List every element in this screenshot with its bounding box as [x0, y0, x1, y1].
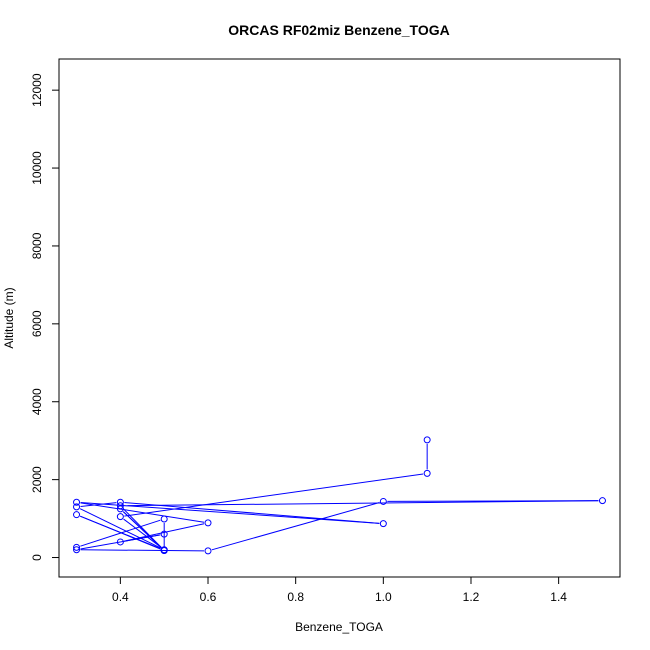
series-segment	[123, 518, 162, 548]
y-tick-label: 12000	[30, 73, 44, 107]
series-segment	[211, 502, 380, 551]
series-segment	[124, 502, 380, 524]
data-point	[73, 543, 81, 551]
series-segment	[80, 549, 205, 552]
y-axis-label: Altitude (m)	[2, 287, 16, 348]
x-axis-label: Benzene_TOGA	[295, 620, 383, 634]
series-segment	[80, 519, 161, 547]
x-tick-label: 1.0	[375, 590, 392, 604]
y-tick-label: 2000	[30, 466, 44, 493]
data-point	[116, 538, 124, 546]
data-point	[73, 511, 81, 519]
x-tick-label: 0.8	[287, 590, 304, 604]
series-segment	[122, 511, 162, 548]
data-point	[160, 515, 168, 523]
data-point	[116, 505, 124, 513]
series-segment	[80, 534, 161, 550]
data-point	[379, 497, 387, 505]
data-point	[73, 546, 81, 554]
data-point	[73, 498, 81, 506]
y-tick-label: 0	[30, 554, 44, 561]
data-point	[116, 498, 124, 506]
data-point	[423, 469, 431, 477]
series-segment	[80, 502, 117, 507]
data-point	[73, 503, 81, 511]
data-point	[160, 530, 168, 538]
series-segment	[80, 515, 161, 550]
data-point	[598, 497, 606, 505]
x-tick-label: 1.2	[463, 590, 480, 604]
y-tick-label: 4000	[30, 388, 44, 415]
series-segment	[79, 508, 161, 549]
x-tick-label: 0.4	[112, 590, 129, 604]
series-segment	[124, 500, 599, 507]
chart-title: ORCAS RF02miz Benzene_TOGA	[228, 22, 449, 38]
x-axis: 0.4 0.6 0.8 1.0 1.2 1.4	[112, 576, 567, 604]
data-point	[116, 502, 124, 510]
data-point	[204, 519, 212, 527]
x-tick-label: 1.4	[550, 590, 567, 604]
y-tick-label: 8000	[30, 232, 44, 259]
series-segment	[80, 502, 205, 523]
data-point	[423, 436, 431, 444]
data-point	[204, 547, 212, 555]
y-tick-label: 10000	[30, 151, 44, 185]
y-tick-label: 6000	[30, 310, 44, 337]
data-layer	[73, 436, 606, 555]
data-point	[160, 547, 168, 555]
data-point	[116, 513, 124, 521]
y-axis: 0 2000 4000 6000 8000 10000 12000	[30, 73, 60, 561]
data-point	[379, 520, 387, 528]
x-tick-label: 0.6	[200, 590, 217, 604]
